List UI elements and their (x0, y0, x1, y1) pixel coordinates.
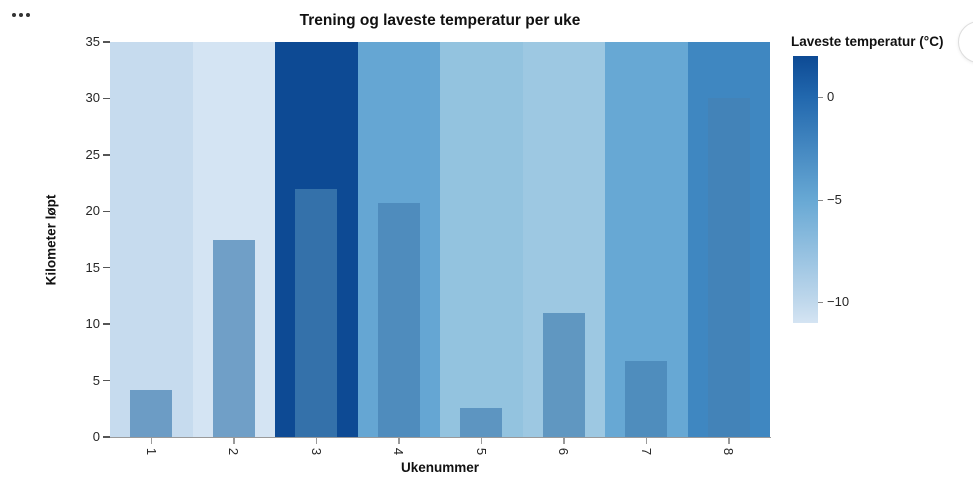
x-tick (645, 438, 647, 444)
y-tick (103, 154, 110, 156)
chart-title: Trening og laveste temperatur per uke (299, 12, 581, 29)
y-tick-label: 15 (85, 259, 100, 275)
legend-tick (818, 97, 823, 99)
x-tick (728, 438, 730, 444)
legend-tick-label: −5 (827, 191, 842, 207)
more-options-button[interactable] (10, 11, 32, 19)
more-options-icon (12, 13, 16, 17)
legend-tick-label: 0 (827, 89, 835, 105)
x-axis-title: Ukenummer (400, 460, 480, 475)
y-tick-label: 25 (85, 146, 100, 162)
y-tick-label: 0 (92, 429, 100, 444)
y-tick-label: 5 (92, 372, 100, 388)
x-tick (233, 438, 235, 444)
more-options-icon (26, 13, 30, 17)
y-tick (103, 97, 110, 100)
more-options-icon (19, 13, 23, 17)
y-tick-label: 35 (85, 34, 100, 49)
legend-gradient-bar (793, 56, 818, 323)
legend-tick-label: −10 (827, 294, 850, 310)
y-tick-label: 10 (85, 316, 100, 332)
plot-area (110, 42, 770, 437)
y-tick-label: 20 (85, 203, 100, 219)
y-tick-label: 30 (85, 90, 100, 106)
floating-action-button[interactable] (958, 21, 973, 63)
y-tick (103, 41, 110, 43)
x-tick (150, 438, 152, 444)
km-bar-week-8[interactable] (707, 98, 750, 437)
km-bar-week-7[interactable] (625, 361, 668, 437)
km-bar-week-6[interactable] (542, 312, 585, 437)
temperature-band-week-5 (440, 42, 523, 437)
y-tick (103, 266, 110, 269)
y-tick (103, 210, 110, 213)
km-bar-week-5[interactable] (460, 407, 503, 437)
legend-tick (818, 302, 823, 304)
km-bar-week-2[interactable] (212, 239, 255, 437)
km-bar-week-4[interactable] (377, 203, 420, 437)
y-tick (103, 379, 110, 382)
x-tick (480, 438, 482, 444)
temperature-band-week-1 (110, 42, 193, 437)
x-tick (315, 438, 317, 444)
y-tick (103, 436, 110, 438)
y-tick (103, 323, 110, 325)
km-bar-week-3[interactable] (295, 188, 338, 437)
legend-title: Laveste temperatur (°C) (791, 34, 944, 49)
x-axis-line (110, 436, 771, 438)
legend-tick (818, 199, 823, 201)
x-tick (398, 438, 400, 444)
x-tick (563, 438, 565, 444)
km-bar-week-1[interactable] (130, 389, 173, 437)
